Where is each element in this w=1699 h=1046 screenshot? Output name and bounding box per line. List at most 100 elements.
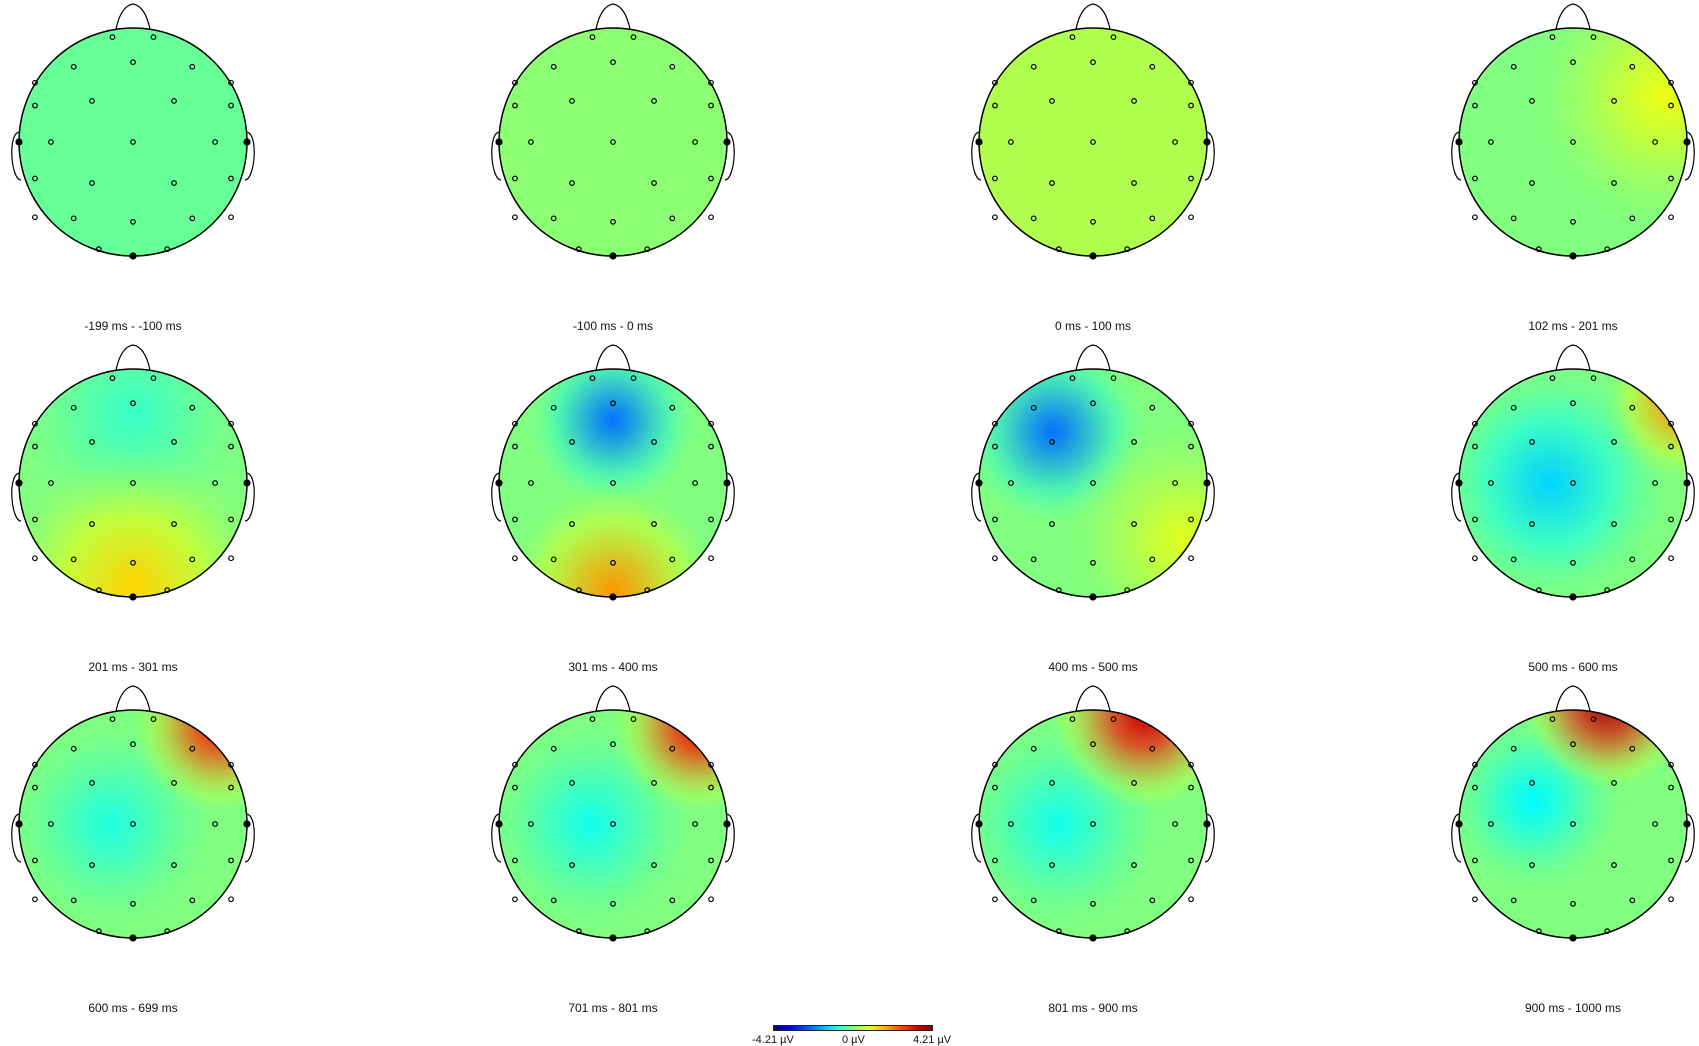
map-time-label: 201 ms - 301 ms [13,660,253,674]
topomap [12,4,254,259]
electrode-marker [976,821,982,827]
electrode-marker [1456,480,1462,486]
electrode-marker [16,139,22,145]
electrode-marker [513,556,518,561]
electrode-marker [1189,897,1194,902]
map-time-label: 900 ms - 1000 ms [1453,1001,1693,1015]
electrode-marker [610,594,616,600]
nose-outline [1556,686,1590,711]
map-time-label: -100 ms - 0 ms [493,319,733,333]
electrode-marker [709,215,714,220]
electrode-marker [709,897,714,902]
electrode-marker [130,253,136,259]
electrode-marker [1090,594,1096,600]
electrode-marker [244,480,250,486]
electrode-marker [610,935,616,941]
map-time-label: 801 ms - 900 ms [973,1001,1213,1015]
electrode-marker [130,935,136,941]
electrode-marker [1473,215,1478,220]
electrode-marker [496,821,502,827]
electrode-marker [130,594,136,600]
colorbar [773,1025,933,1031]
electrode-marker [244,139,250,145]
topomap [1423,323,1699,610]
topomap [492,4,734,259]
nose-outline [596,345,630,370]
electrode-marker [993,897,998,902]
nose-outline [116,345,150,370]
potential-region [0,442,277,729]
electrode-marker [1204,480,1210,486]
nose-outline [1556,345,1590,370]
electrode-marker [1090,253,1096,259]
electrode-marker [33,556,38,561]
topomap [1368,0,1699,267]
electrode-marker [724,139,730,145]
electrode-marker [1473,897,1478,902]
electrode-marker [1684,821,1690,827]
colorbar-mid-label: 0 µV [842,1034,865,1046]
nose-outline [1076,686,1110,711]
map-time-label: 102 ms - 201 ms [1453,319,1693,333]
electrode-marker [1473,556,1478,561]
topomap [972,4,1214,259]
electrode-marker [709,556,714,561]
electrode-marker [1456,821,1462,827]
electrode-marker [993,556,998,561]
electrode-marker [1204,821,1210,827]
nose-outline [116,686,150,711]
electrode-marker [1090,935,1096,941]
colorbar-min-label: -4.21 µV [752,1034,794,1046]
electrode-marker [496,139,502,145]
electrode-marker [1204,139,1210,145]
map-time-label: 400 ms - 500 ms [973,660,1213,674]
nose-outline [1076,345,1110,370]
nose-outline [596,4,630,29]
electrode-marker [1570,253,1576,259]
electrode-marker [33,897,38,902]
electrode-marker [33,215,38,220]
electrode-marker [1684,480,1690,486]
electrode-marker [1189,556,1194,561]
nose-outline [116,4,150,29]
map-time-label: 301 ms - 400 ms [493,660,733,674]
map-time-label: 600 ms - 699 ms [13,1001,253,1015]
nose-outline [1076,4,1110,29]
electrode-marker [1456,139,1462,145]
nose-outline [596,686,630,711]
map-time-label: 701 ms - 801 ms [493,1001,733,1015]
potential-region [1049,620,1241,812]
electrode-marker [724,821,730,827]
electrode-marker [1570,594,1576,600]
map-time-label: 500 ms - 600 ms [1453,660,1693,674]
electrode-marker [16,480,22,486]
electrode-marker [16,821,22,827]
electrode-marker [976,480,982,486]
electrode-marker [610,253,616,259]
topomap [0,639,306,941]
electrode-marker [1684,139,1690,145]
map-time-label: 0 ms - 100 ms [973,319,1213,333]
nose-outline [1556,4,1590,29]
electrode-marker [229,897,234,902]
electrode-marker [1669,556,1674,561]
electrode-marker [513,215,518,220]
electrode-marker [976,139,982,145]
electrode-marker [724,480,730,486]
electrode-marker [1669,215,1674,220]
electrode-marker [244,821,250,827]
electrode-marker [229,215,234,220]
electrode-marker [993,215,998,220]
map-time-label: -199 ms - -100 ms [13,319,253,333]
potential-region [1057,412,1312,667]
electrode-marker [1189,215,1194,220]
electrode-marker [229,556,234,561]
electrode-marker [513,897,518,902]
topomap [957,336,1312,668]
electrode-marker [1570,935,1576,941]
electrode-marker [496,480,502,486]
topomap [492,333,734,704]
electrode-marker [1669,897,1674,902]
topomap [478,639,786,941]
